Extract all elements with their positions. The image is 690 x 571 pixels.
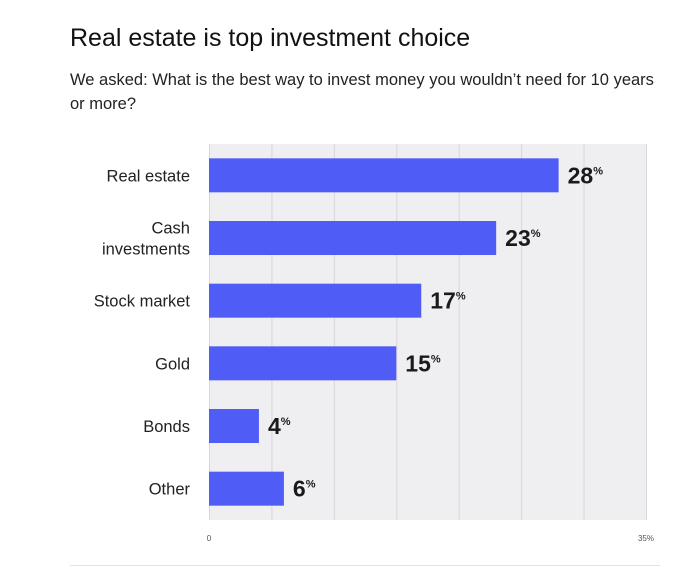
bar xyxy=(209,158,559,193)
x-tick-label: 0 xyxy=(207,534,212,543)
value-label: 23% xyxy=(505,225,541,251)
category-label: Other xyxy=(149,481,191,499)
bar xyxy=(209,221,497,255)
value-label: 28% xyxy=(568,162,604,188)
value-label: 15% xyxy=(405,350,441,376)
bar xyxy=(209,409,259,443)
bar xyxy=(209,471,284,506)
category-label: Real estate xyxy=(107,167,190,185)
footer-divider xyxy=(70,565,660,566)
bar xyxy=(209,346,397,381)
chart-subtitle: We asked: What is the best way to invest… xyxy=(70,71,654,113)
value-label: 17% xyxy=(430,288,466,314)
category-label: Stock market xyxy=(94,293,191,311)
value-label: 6% xyxy=(293,476,316,502)
category-label: Gold xyxy=(155,355,190,373)
x-tick-label: 35% xyxy=(638,534,654,543)
chart-title: Real estate is top investment choice xyxy=(70,24,471,52)
category-label: Cash investments xyxy=(102,220,190,259)
plot-area xyxy=(209,144,646,520)
category-label: Bonds xyxy=(143,418,190,436)
value-label: 4% xyxy=(268,413,291,439)
bar xyxy=(209,283,422,318)
